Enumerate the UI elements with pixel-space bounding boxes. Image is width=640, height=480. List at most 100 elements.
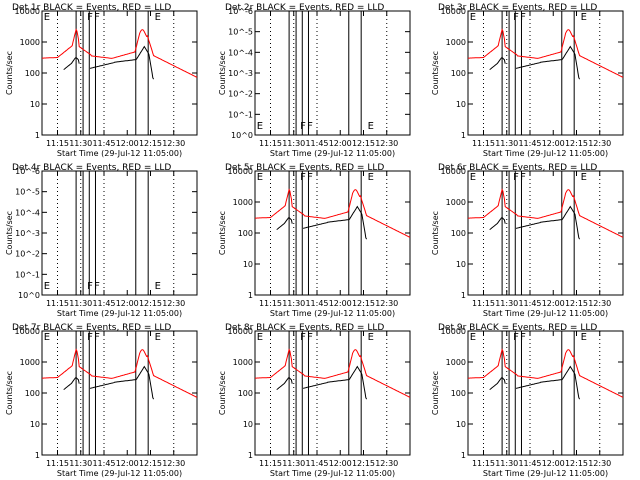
flag-label: F bbox=[94, 281, 100, 292]
x-tick-label: 12:00 bbox=[116, 299, 139, 308]
y-tick-label: 10^-6 bbox=[15, 167, 40, 176]
chart-panel-5: Det 5r BLACK = Events, RED = LLD 1 10 100 10… bbox=[218, 163, 411, 318]
y-tick-label: 10000 bbox=[441, 327, 466, 336]
y-axis-label: Counts/sec bbox=[218, 211, 227, 255]
x-tick-label: 11:15 bbox=[46, 459, 69, 468]
y-tick-label: 1 bbox=[35, 131, 40, 140]
x-tick-label: 11:45 bbox=[518, 459, 541, 468]
y-tick-label: 10^-1 bbox=[15, 270, 40, 279]
lld-series-line bbox=[42, 28, 198, 78]
x-tick-label: 11:30 bbox=[495, 299, 518, 308]
y-tick-label: 10000 bbox=[441, 7, 466, 16]
x-tick-label: 11:30 bbox=[69, 459, 92, 468]
flag-label: E bbox=[44, 12, 50, 23]
x-axis-label: Start Time (29-Jul-12 11:05:00) bbox=[483, 469, 608, 478]
x-tick-label: 12:00 bbox=[329, 459, 352, 468]
chart-title: Det 2r BLACK = Events, RED = LLD bbox=[225, 3, 384, 13]
x-tick-label: 11:45 bbox=[92, 139, 115, 148]
events-series-line bbox=[489, 216, 506, 230]
x-tick-label: 12:30 bbox=[162, 459, 185, 468]
chart-panel-7: Det 7r BLACK = Events, RED = LLD 1 10 100 10… bbox=[5, 323, 198, 478]
events-series-line bbox=[276, 376, 293, 390]
x-tick-label: 12:15 bbox=[139, 459, 162, 468]
plot-frame bbox=[254, 10, 411, 136]
x-tick-label: 12:00 bbox=[542, 299, 565, 308]
x-tick-label: 11:30 bbox=[282, 299, 305, 308]
x-tick-label: 11:45 bbox=[305, 139, 328, 148]
chart-panel-2: Det 2r BLACK = Events, RED = LLD 10^0 10^-… bbox=[218, 3, 411, 158]
flag-label: E bbox=[44, 281, 50, 292]
x-tick-label: 11:30 bbox=[69, 299, 92, 308]
y-tick-label: 1000 bbox=[446, 358, 466, 367]
flag-label: E bbox=[155, 281, 161, 292]
y-tick-label: 100 bbox=[451, 389, 466, 398]
y-tick-label: 10000 bbox=[228, 167, 253, 176]
flag-label: F bbox=[87, 332, 93, 343]
lld-series-line bbox=[42, 348, 198, 398]
x-tick-label: 11:15 bbox=[259, 459, 282, 468]
x-tick-label: 11:45 bbox=[305, 299, 328, 308]
chart-panel-8: Det 8r BLACK = Events, RED = LLD 1 10 100 10… bbox=[218, 323, 411, 478]
flag-label: E bbox=[368, 172, 374, 183]
events-series-line bbox=[302, 205, 368, 240]
flag-label: E bbox=[44, 332, 50, 343]
flag-label: E bbox=[581, 332, 587, 343]
chart-panel-1: Det 1r BLACK = Events, RED = LLD 1 10 100 10… bbox=[5, 3, 198, 158]
x-axis-label: Start Time (29-Jul-12 11:05:00) bbox=[483, 149, 608, 158]
chart-title: Det 1r BLACK = Events, RED = LLD bbox=[12, 3, 171, 13]
flag-label: F bbox=[87, 281, 93, 292]
plot-frame bbox=[467, 10, 624, 136]
x-tick-label: 11:30 bbox=[495, 139, 518, 148]
x-axis-label: Start Time (29-Jul-12 11:05:00) bbox=[57, 149, 182, 158]
y-axis-label: Counts/sec bbox=[218, 371, 227, 415]
chart-panel-6: Det 6r BLACK = Events, RED = LLD 1 10 100 10… bbox=[431, 163, 624, 318]
x-tick-label: 12:30 bbox=[375, 139, 398, 148]
y-tick-label: 10^-5 bbox=[228, 28, 253, 37]
x-axis-label: Start Time (29-Jul-12 11:05:00) bbox=[270, 309, 395, 318]
x-tick-label: 12:30 bbox=[588, 459, 611, 468]
y-tick-label: 10 bbox=[243, 420, 253, 429]
x-tick-label: 12:30 bbox=[375, 459, 398, 468]
plot-frame bbox=[467, 330, 624, 456]
flag-label: E bbox=[155, 12, 161, 23]
chart-title: Det 7r BLACK = Events, RED = LLD bbox=[12, 323, 171, 333]
y-tick-label: 10^-3 bbox=[15, 229, 40, 238]
y-tick-label: 1000 bbox=[446, 38, 466, 47]
x-axis-label: Start Time (29-Jul-12 11:05:00) bbox=[270, 469, 395, 478]
flag-label: E bbox=[257, 332, 263, 343]
events-series-line bbox=[515, 205, 581, 240]
y-tick-label: 10 bbox=[456, 420, 466, 429]
y-tick-label: 10^-5 bbox=[15, 188, 40, 197]
y-tick-label: 10^0 bbox=[231, 131, 253, 140]
plot-frame bbox=[467, 170, 624, 296]
x-axis-label: Start Time (29-Jul-12 11:05:00) bbox=[57, 309, 182, 318]
y-axis-label: Counts/sec bbox=[431, 51, 440, 95]
y-tick-label: 1 bbox=[461, 451, 466, 460]
flag-label: E bbox=[470, 12, 476, 23]
lld-series-line bbox=[255, 188, 411, 238]
y-tick-label: 1 bbox=[461, 131, 466, 140]
events-series-line bbox=[302, 365, 368, 400]
x-tick-label: 12:00 bbox=[329, 139, 352, 148]
x-tick-label: 11:30 bbox=[69, 139, 92, 148]
y-tick-label: 10 bbox=[456, 260, 466, 269]
x-tick-label: 12:00 bbox=[116, 139, 139, 148]
x-axis-label: Start Time (29-Jul-12 11:05:00) bbox=[57, 469, 182, 478]
events-series-line bbox=[489, 376, 506, 390]
lld-series-line bbox=[468, 348, 624, 398]
y-tick-label: 100 bbox=[238, 229, 253, 238]
x-tick-label: 12:00 bbox=[116, 459, 139, 468]
chart-title: Det 4r BLACK = Events, RED = LLD bbox=[12, 163, 171, 173]
y-tick-label: 10^-4 bbox=[15, 208, 40, 217]
x-tick-label: 12:15 bbox=[565, 299, 588, 308]
x-tick-label: 11:30 bbox=[282, 139, 305, 148]
y-tick-label: 100 bbox=[451, 69, 466, 78]
flag-label: F bbox=[520, 332, 526, 343]
flag-label: E bbox=[368, 121, 374, 132]
y-axis-label: Counts/sec bbox=[5, 371, 14, 415]
y-tick-label: 10^-2 bbox=[228, 90, 253, 99]
flag-label: E bbox=[581, 172, 587, 183]
flag-label: E bbox=[368, 332, 374, 343]
plot-frame bbox=[254, 330, 411, 456]
